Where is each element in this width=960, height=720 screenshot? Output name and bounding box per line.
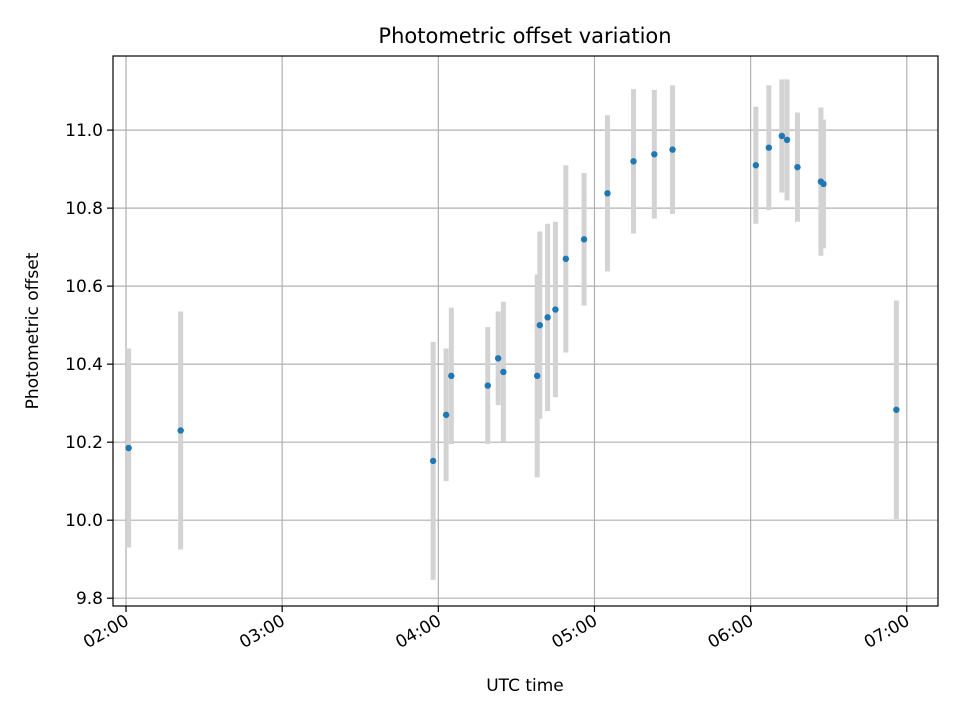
data-point — [177, 427, 184, 434]
data-point — [544, 314, 551, 321]
data-point — [765, 144, 773, 151]
data-point — [794, 163, 801, 171]
x-tick-label: 07:00 — [861, 611, 913, 653]
x-tick-label: 03:00 — [236, 611, 288, 653]
data-point — [752, 162, 760, 169]
y-tick-label: 10.0 — [65, 511, 103, 531]
data-point — [604, 190, 611, 197]
data-point — [580, 236, 588, 243]
y-tick-label: 11.0 — [65, 121, 103, 141]
data-point — [778, 132, 786, 140]
data-point — [552, 306, 559, 313]
data-points — [125, 132, 900, 465]
data-point — [125, 444, 132, 452]
y-axis-ticks: 9.8 10.0 10.2 10.4 10.6 10.8 11.0 — [65, 121, 113, 609]
grid — [113, 56, 938, 606]
error-bars — [126, 79, 899, 580]
data-point — [494, 355, 502, 362]
y-tick-label: 10.4 — [65, 355, 103, 375]
data-point — [820, 180, 827, 188]
x-tick-label: 02:00 — [80, 611, 132, 653]
y-tick-label: 10.8 — [65, 199, 103, 219]
data-point — [669, 146, 676, 153]
x-tick-label: 06:00 — [705, 611, 757, 653]
x-tick-label: 04:00 — [392, 611, 444, 653]
data-point — [562, 255, 570, 263]
y-tick-label: 10.6 — [65, 277, 103, 297]
data-point — [500, 368, 507, 376]
data-point — [783, 136, 791, 144]
y-axis-label: Photometric offset — [23, 252, 43, 409]
plot-frame — [112, 55, 939, 607]
x-axis-ticks: 02:00 03:00 04:00 05:00 06:00 07:00 — [80, 606, 913, 653]
data-point — [484, 382, 491, 389]
data-point — [651, 151, 658, 158]
data-point — [429, 457, 437, 465]
data-point — [536, 321, 544, 329]
data-point — [448, 372, 455, 380]
data-point — [893, 406, 900, 413]
chart-title: Photometric offset variation — [378, 24, 671, 48]
x-tick-label: 05:00 — [549, 611, 601, 653]
x-axis-label: UTC time — [486, 676, 564, 696]
data-point — [442, 411, 450, 419]
y-tick-label: 10.2 — [65, 433, 103, 453]
data-point — [630, 158, 637, 165]
data-point — [534, 372, 541, 380]
y-tick-label: 9.8 — [76, 589, 103, 609]
